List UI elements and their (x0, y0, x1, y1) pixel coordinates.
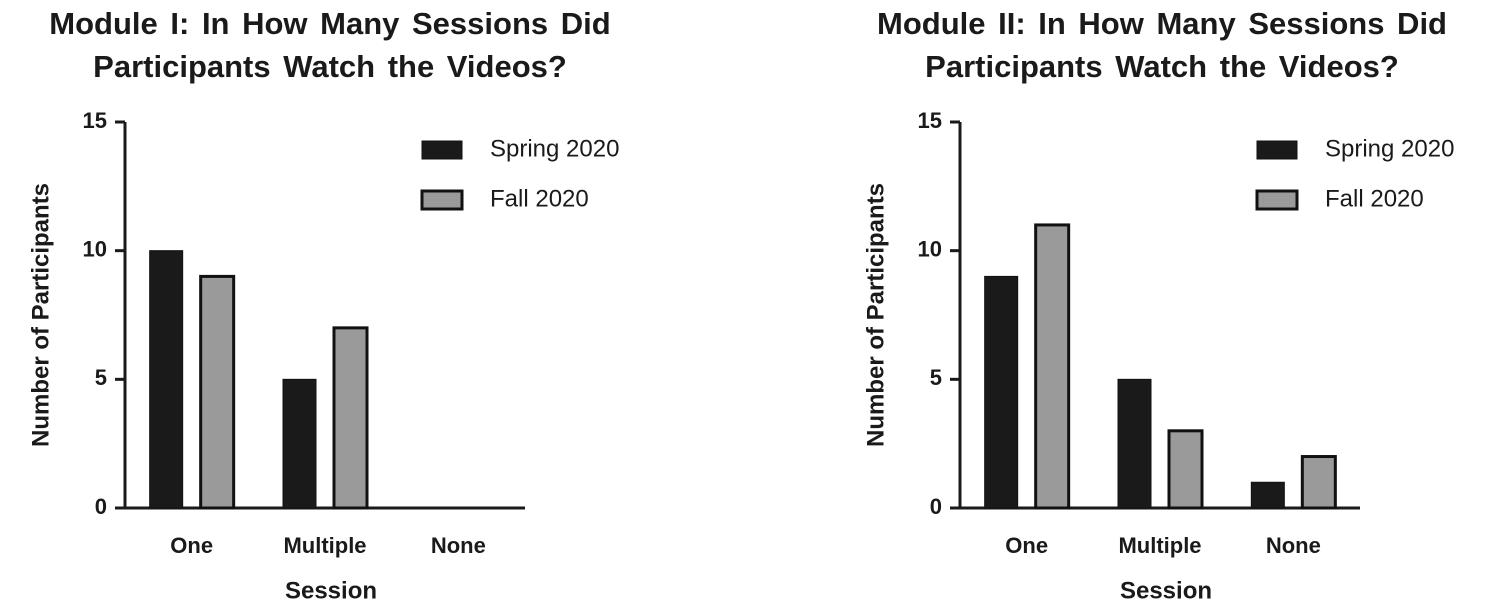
bar (984, 275, 1019, 509)
y-tick-label: 10 (918, 236, 942, 261)
legend-label: Spring 2020 (490, 135, 619, 162)
bar (1250, 481, 1285, 509)
legend-label: Fall 2020 (490, 185, 589, 212)
y-tick-label: 5 (95, 365, 107, 390)
legend-swatch (1255, 189, 1299, 211)
y-tick-label: 5 (930, 365, 942, 390)
y-tick-label: 15 (918, 108, 942, 133)
y-axis-label: Number of Participants (862, 183, 889, 447)
bar (1117, 378, 1152, 509)
bar (1034, 223, 1071, 510)
y-axis-label: Number of Participants (27, 183, 54, 447)
bar (1167, 429, 1204, 510)
x-tick-label: Multiple (283, 533, 366, 558)
x-axis-label: Session (1120, 577, 1212, 604)
bar (1300, 455, 1337, 510)
x-axis-label: Session (285, 577, 377, 604)
x-tick-label: One (170, 533, 213, 558)
chart-title: Module I: In How Many Sessions Did Parti… (49, 6, 611, 84)
bar (282, 378, 317, 509)
chart-title: Module II: In How Many Sessions Did Part… (877, 6, 1447, 84)
x-tick-label: None (1266, 533, 1321, 558)
y-tick-label: 15 (83, 108, 107, 133)
y-tick-label: 10 (83, 236, 107, 261)
bar (199, 274, 236, 510)
legend-swatch (421, 140, 463, 160)
bar (149, 250, 184, 509)
x-tick-label: Multiple (1118, 533, 1201, 558)
bar (332, 326, 369, 510)
legend-label: Spring 2020 (1325, 135, 1454, 162)
x-tick-label: One (1005, 533, 1048, 558)
y-tick-label: 0 (95, 494, 107, 519)
legend-label: Fall 2020 (1325, 185, 1424, 212)
legend-swatch (420, 189, 464, 211)
y-tick-label: 0 (930, 494, 942, 519)
legend-swatch (1256, 140, 1298, 160)
x-tick-label: None (431, 533, 486, 558)
